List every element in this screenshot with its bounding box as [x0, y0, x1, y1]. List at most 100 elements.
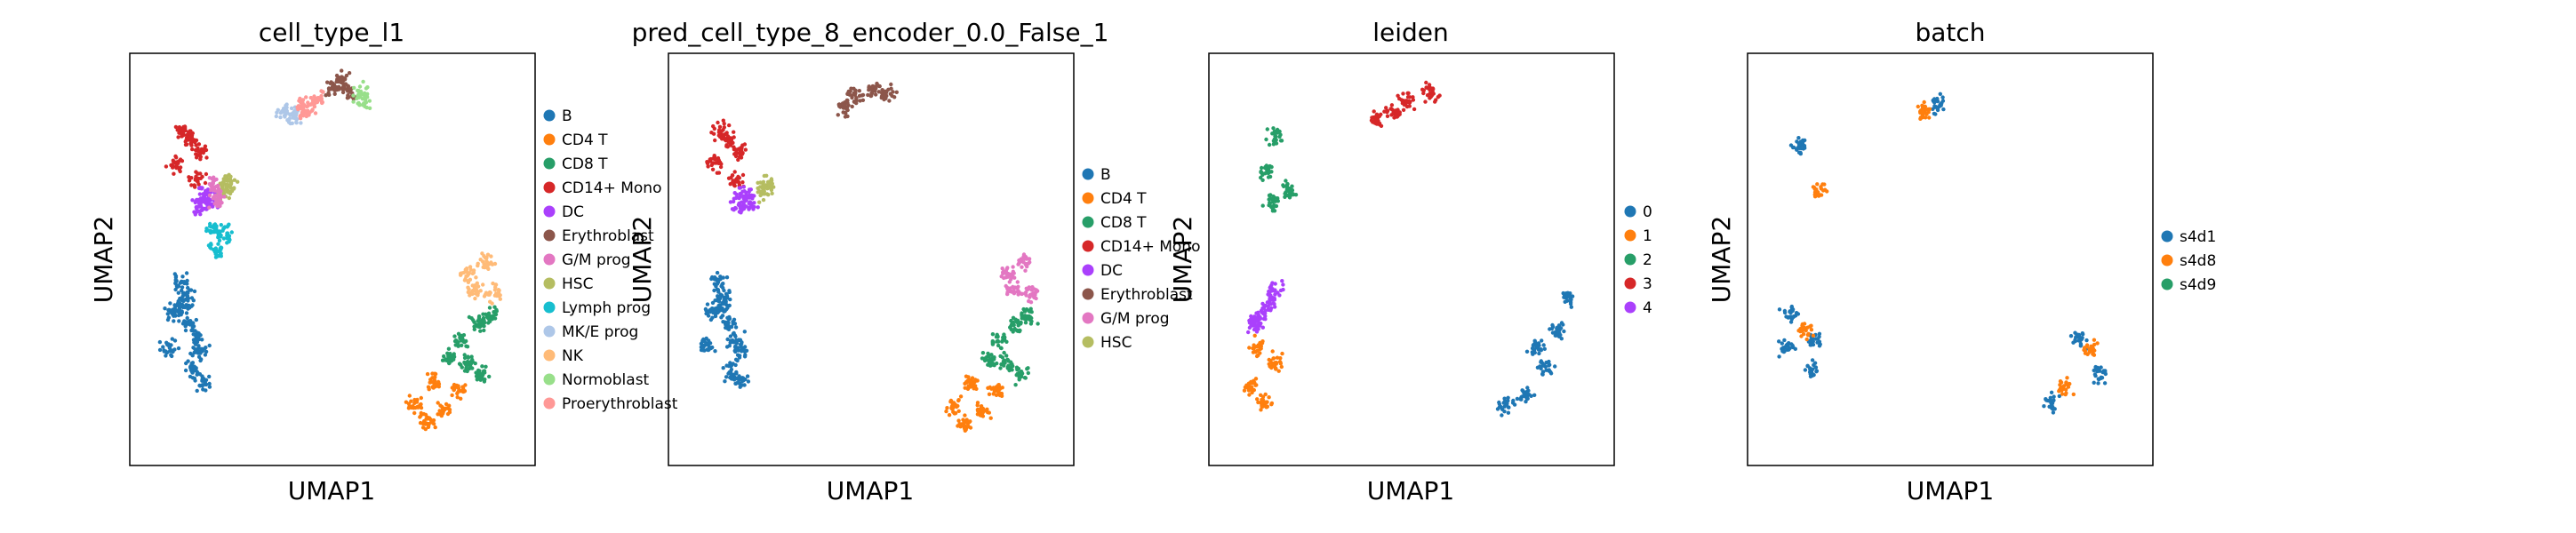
- scatter-point: [1013, 383, 1018, 387]
- scatter-point: [1278, 132, 1283, 137]
- scatter-point: [283, 115, 287, 119]
- scatter-point: [466, 290, 470, 295]
- scatter-point: [1808, 338, 1813, 343]
- scatter-point: [1002, 350, 1006, 355]
- scatter-point: [1548, 327, 1552, 331]
- scatter-point: [2052, 398, 2056, 402]
- scatter-point: [847, 92, 852, 97]
- scatter-point: [450, 354, 454, 358]
- scatter-point: [183, 139, 188, 144]
- scatter-point: [724, 299, 728, 304]
- scatter-point: [1020, 314, 1024, 319]
- scatter-point: [1932, 104, 1937, 108]
- scatter-point: [227, 195, 231, 201]
- scatter-point: [1269, 401, 1275, 406]
- scatter-point: [1009, 277, 1013, 282]
- scatter-point: [987, 392, 992, 396]
- scatter-point: [190, 354, 195, 358]
- scatter-point: [186, 359, 190, 363]
- scatter-point: [1389, 103, 1395, 107]
- scatter-point: [1267, 164, 1271, 169]
- scatter-point: [168, 301, 172, 306]
- scatter-point: [1259, 408, 1263, 412]
- scatter-point: [1028, 292, 1033, 298]
- scatter-point: [204, 155, 209, 160]
- scatter-point: [196, 347, 200, 353]
- scatter-point: [724, 363, 729, 368]
- scatter-point: [742, 345, 748, 349]
- scatter-point: [185, 282, 189, 286]
- scatter-point: [476, 375, 481, 380]
- scatter-point: [428, 420, 434, 425]
- scatter-point: [731, 179, 735, 183]
- scatter-point: [1291, 192, 1295, 196]
- scatter-point: [948, 398, 954, 403]
- scatter-point: [732, 208, 736, 212]
- scatter-point: [482, 328, 486, 333]
- scatter-point: [1802, 322, 1807, 326]
- scatter-point: [1284, 183, 1290, 187]
- scatter-point: [1028, 317, 1033, 322]
- scatter-point: [1374, 117, 1380, 122]
- scatter-point: [730, 173, 735, 178]
- scatter-point: [1556, 323, 1562, 328]
- scatter-point: [1269, 306, 1274, 311]
- scatter-point: [194, 317, 198, 322]
- scatter-point: [748, 200, 752, 204]
- scatter-point: [182, 124, 188, 129]
- scatter-point: [973, 378, 978, 382]
- scatter-point: [1935, 107, 1940, 113]
- scatter-point: [228, 181, 233, 186]
- scatter-point: [713, 161, 717, 165]
- scatter-point: [209, 187, 213, 193]
- scatter-point: [1006, 274, 1011, 278]
- scatter-point: [716, 303, 721, 308]
- scatter-point: [2092, 342, 2097, 347]
- scatter-point: [740, 200, 744, 204]
- scatter-point: [984, 354, 989, 360]
- scatter-point: [978, 413, 983, 418]
- scatter-point: [1787, 314, 1791, 320]
- scatter-point: [1253, 350, 1259, 354]
- scatter-point: [193, 139, 197, 145]
- scatter-point: [418, 420, 423, 426]
- scatter-point: [725, 337, 730, 342]
- scatter-point: [728, 297, 732, 302]
- scatter-point: [742, 203, 747, 208]
- scatter-point: [1273, 282, 1277, 286]
- scatter-point: [1010, 322, 1014, 327]
- scatter-point: [208, 224, 212, 228]
- scatter-point: [461, 270, 466, 275]
- scatter-point: [364, 100, 369, 105]
- legend-label: HSC: [1100, 334, 1132, 352]
- scatter-point: [428, 378, 433, 382]
- cluster-dc: [728, 185, 760, 215]
- plot-frame: [668, 52, 1075, 466]
- scatter-point: [461, 339, 467, 345]
- legend-label: NK: [562, 347, 584, 365]
- cluster-0: [1495, 290, 1575, 418]
- legend-marker: [543, 397, 556, 410]
- scatter-point: [1370, 115, 1374, 120]
- scatter-point: [1259, 175, 1263, 180]
- scatter-point: [2065, 376, 2069, 380]
- scatter-point: [737, 210, 742, 214]
- scatter-point: [750, 194, 756, 198]
- scatter-point: [445, 411, 451, 417]
- scatter-point: [1540, 338, 1544, 343]
- scatter-point: [1502, 404, 1507, 409]
- scatter-point: [1782, 310, 1788, 315]
- scatter-point: [854, 100, 859, 106]
- legend-label: DC: [1100, 262, 1123, 280]
- legend-marker: [543, 277, 556, 290]
- scatter-point: [1005, 365, 1011, 370]
- scatter-point: [701, 348, 706, 353]
- legend-item: 0: [1624, 203, 1652, 221]
- scatter-point: [351, 99, 356, 104]
- scatter-point: [1369, 118, 1374, 123]
- scatter-point: [492, 310, 496, 314]
- scatter-point: [722, 122, 726, 126]
- plot-frame: [129, 52, 536, 466]
- scatter-point: [1031, 294, 1036, 298]
- scatter-point: [1271, 139, 1276, 143]
